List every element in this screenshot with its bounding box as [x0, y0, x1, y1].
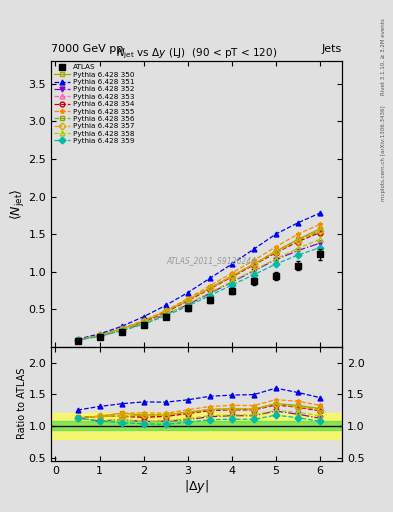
Text: Jets: Jets — [321, 44, 342, 54]
Text: ATLAS_2011_S9126244: ATLAS_2011_S9126244 — [166, 257, 256, 266]
Title: $N_\mathrm{jet}$ vs $\Delta y$ (LJ)  (90 < pT < 120): $N_\mathrm{jet}$ vs $\Delta y$ (LJ) (90 … — [116, 46, 277, 61]
Bar — [51, 413, 342, 439]
Text: 7000 GeV pp: 7000 GeV pp — [51, 44, 123, 54]
Text: mcplots.cern.ch [arXiv:1306.3436]: mcplots.cern.ch [arXiv:1306.3436] — [381, 106, 386, 201]
X-axis label: $|\Delta y|$: $|\Delta y|$ — [184, 478, 209, 496]
Y-axis label: $\langle N_\mathrm{jet}\rangle$: $\langle N_\mathrm{jet}\rangle$ — [9, 188, 27, 220]
Bar — [51, 421, 342, 431]
Text: Rivet 3.1.10, ≥ 3.2M events: Rivet 3.1.10, ≥ 3.2M events — [381, 18, 386, 95]
Legend: ATLAS, Pythia 6.428 350, Pythia 6.428 351, Pythia 6.428 352, Pythia 6.428 353, P: ATLAS, Pythia 6.428 350, Pythia 6.428 35… — [53, 63, 135, 145]
Y-axis label: Ratio to ATLAS: Ratio to ATLAS — [17, 368, 27, 439]
